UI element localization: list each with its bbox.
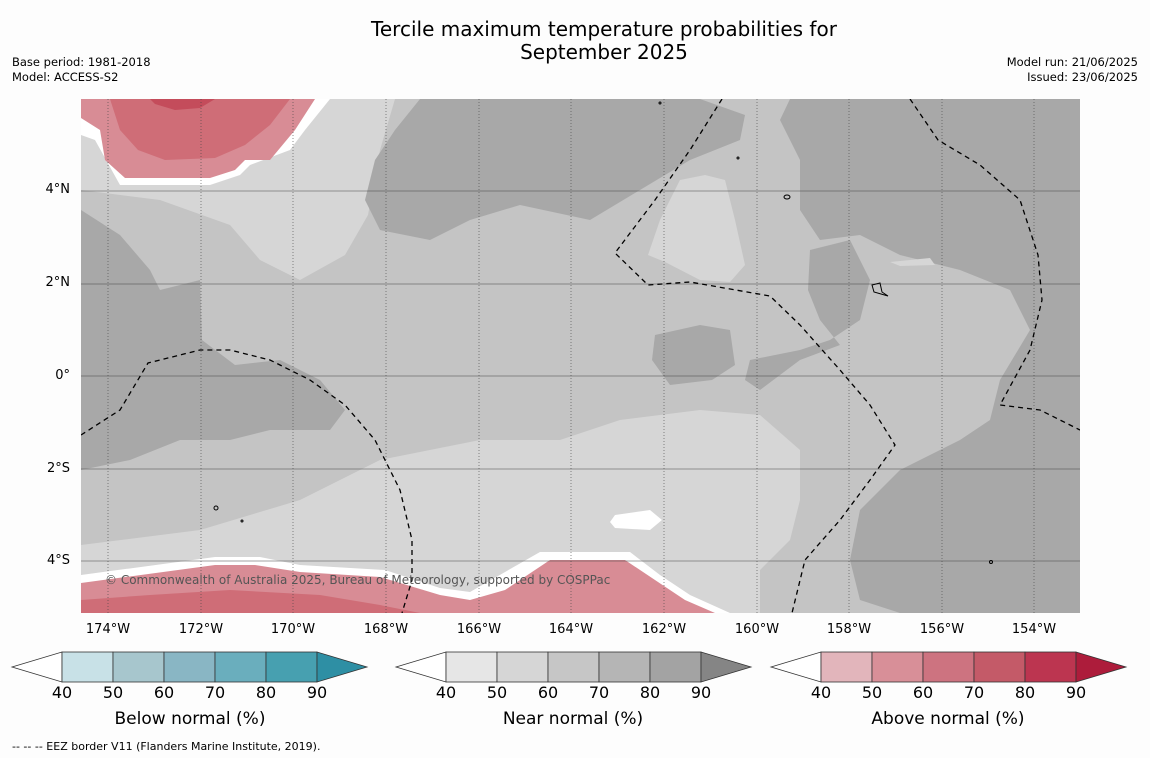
colorbar-below-segment-1	[61, 651, 114, 683]
map-area	[81, 99, 1080, 613]
near-normal-70-80-region-east-lobe	[745, 240, 870, 390]
copyright-text: © Commonwealth of Australia 2025, Bureau…	[105, 573, 611, 587]
colorbar-near-tick-90: 90	[690, 683, 712, 702]
eez-borders	[81, 99, 1080, 613]
colorbar-near-segment-4	[598, 651, 651, 683]
colorbar-below-segment-5	[265, 651, 318, 683]
colorbar-above-normal	[769, 651, 1128, 683]
colorbar-above-low-extension	[769, 651, 822, 683]
above-normal-60-70-region-north	[110, 99, 290, 160]
colorbar-below-tick-70: 70	[204, 683, 226, 702]
colorbar-near-low-extension	[394, 651, 447, 683]
colorbar-above-segment-2	[871, 651, 924, 683]
colorbar-below-label: Below normal (%)	[114, 709, 266, 729]
model-info: Base period: 1981-2018 Model: ACCESS-S2	[12, 55, 151, 85]
lon-label-160w: 160°W	[734, 622, 780, 637]
colorbar-above-tick-60: 60	[912, 683, 934, 702]
colorbar-near-segment-1	[445, 651, 498, 683]
near-normal-70-80-region-center	[652, 325, 735, 385]
colorbar-below-tick-40: 40	[51, 683, 73, 702]
above-normal-60-70-region-south	[81, 590, 420, 613]
islands	[213, 101, 993, 564]
lon-label-172w: 172°W	[178, 622, 224, 637]
colorbar-near-label: Near normal (%)	[502, 709, 644, 729]
colorbar-near-tick-80: 80	[639, 683, 661, 702]
colorbar-above-tick-90: 90	[1065, 683, 1087, 702]
colorbar-below-segment-4	[214, 651, 267, 683]
colorbar-near-segment-3	[547, 651, 600, 683]
colorbar-above-high-extension	[1075, 651, 1128, 683]
colorbar-below-tick-50: 50	[102, 683, 124, 702]
colorbar-below-normal	[10, 651, 369, 683]
colorbar-below-tick-90: 90	[306, 683, 328, 702]
lat-label-4s: 4°S	[46, 553, 70, 568]
colorbar-above-tick-70: 70	[963, 683, 985, 702]
lat-label-2n: 2°N	[45, 275, 71, 290]
lon-label-170w: 170°W	[270, 622, 316, 637]
colorbar-below-segment-3	[163, 651, 216, 683]
near-normal-50-60-patch	[890, 258, 935, 266]
colorbar-above-tick-40: 40	[810, 683, 832, 702]
gridlines	[81, 190, 1080, 562]
lon-label-162w: 162°W	[641, 622, 687, 637]
probability-below-40-patch	[610, 510, 662, 530]
lon-label-164w: 164°W	[548, 622, 594, 637]
colorbar-near-tick-40: 40	[435, 683, 457, 702]
colorbar-above-segment-3	[922, 651, 975, 683]
colorbar-below-high-extension	[316, 651, 369, 683]
colorbar-above-tick-80: 80	[1014, 683, 1036, 702]
colorbar-above-segment-5	[1024, 651, 1077, 683]
eez-legend-note: -- -- -- EEZ border V11 (Flanders Marine…	[12, 740, 321, 753]
colorbar-below-tick-80: 80	[255, 683, 277, 702]
base-period-text: Base period: 1981-2018	[12, 55, 151, 69]
lat-label-2s: 2°S	[46, 461, 70, 476]
model-text: Model: ACCESS-S2	[12, 70, 119, 84]
colorbar-above-label: Above normal (%)	[871, 709, 1025, 729]
colorbar-near-high-extension	[700, 651, 753, 683]
above-normal-70-80-region-north	[150, 99, 215, 110]
colorbar-near-segment-2	[496, 651, 549, 683]
lat-label-0: 0°	[55, 368, 70, 383]
lon-label-156w: 156°W	[919, 622, 965, 637]
colorbar-above-segment-4	[973, 651, 1026, 683]
near-normal-70-80-region-north-central	[365, 99, 745, 240]
colorbar-below-low-extension	[10, 651, 63, 683]
colorbar-above-tick-50: 50	[861, 683, 883, 702]
lat-label-4n: 4°N	[45, 182, 71, 197]
colorbar-near-normal	[394, 651, 753, 683]
near-normal-70-80-region-west	[81, 210, 345, 470]
lon-label-154w: 154°W	[1011, 622, 1057, 637]
colorbar-near-tick-70: 70	[588, 683, 610, 702]
near-normal-70-80-region-east	[780, 99, 1080, 613]
issued-text: Issued: 23/06/2025	[1027, 70, 1138, 84]
lon-label-168w: 168°W	[363, 622, 409, 637]
title-line-2: September 2025	[520, 40, 688, 64]
issue-info: Model run: 21/06/2025 Issued: 23/06/2025	[1007, 55, 1138, 85]
chart-title: Tercile maximum temperature probabilitie…	[0, 18, 1150, 64]
lon-label-174w: 174°W	[85, 622, 131, 637]
colorbar-near-tick-50: 50	[486, 683, 508, 702]
title-line-1: Tercile maximum temperature probabilitie…	[371, 17, 837, 41]
colorbar-near-tick-60: 60	[537, 683, 559, 702]
colorbar-below-segment-2	[112, 651, 165, 683]
colorbar-below-tick-60: 60	[153, 683, 175, 702]
near-normal-50-60-region-central	[648, 175, 745, 282]
colorbar-near-segment-5	[649, 651, 702, 683]
model-run-text: Model run: 21/06/2025	[1006, 55, 1138, 69]
colorbar-above-segment-1	[820, 651, 873, 683]
lon-label-166w: 166°W	[456, 622, 502, 637]
lon-label-158w: 158°W	[826, 622, 872, 637]
